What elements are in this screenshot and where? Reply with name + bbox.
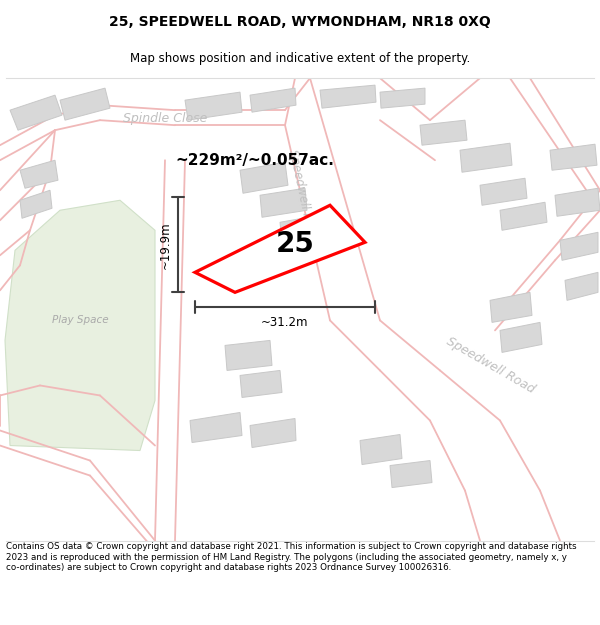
Polygon shape [5, 200, 155, 451]
Polygon shape [240, 162, 288, 193]
Polygon shape [560, 232, 598, 261]
Text: Spindle Close: Spindle Close [123, 112, 207, 124]
Polygon shape [565, 272, 598, 301]
Polygon shape [360, 434, 402, 464]
Polygon shape [60, 88, 110, 120]
Polygon shape [490, 292, 532, 322]
Polygon shape [195, 205, 365, 292]
Polygon shape [185, 92, 242, 120]
Polygon shape [500, 322, 542, 352]
Polygon shape [250, 419, 296, 447]
Polygon shape [20, 160, 58, 188]
Polygon shape [460, 143, 512, 172]
Polygon shape [250, 88, 296, 112]
Text: 25, SPEEDWELL ROAD, WYMONDHAM, NR18 0XQ: 25, SPEEDWELL ROAD, WYMONDHAM, NR18 0XQ [109, 15, 491, 29]
Polygon shape [260, 188, 307, 218]
Text: Speedwell Road: Speedwell Road [443, 335, 536, 396]
Text: Map shows position and indicative extent of the property.: Map shows position and indicative extent… [130, 52, 470, 65]
Polygon shape [480, 178, 527, 205]
Text: Play Space: Play Space [52, 316, 109, 326]
Polygon shape [225, 341, 272, 371]
Text: ~19.9m: ~19.9m [158, 221, 172, 269]
Text: Speedwell Road: Speedwell Road [286, 148, 318, 242]
Polygon shape [380, 88, 425, 108]
Polygon shape [550, 144, 597, 170]
Polygon shape [190, 412, 242, 442]
Text: Contains OS data © Crown copyright and database right 2021. This information is : Contains OS data © Crown copyright and d… [6, 542, 577, 572]
Polygon shape [390, 461, 432, 488]
Polygon shape [555, 188, 600, 216]
Polygon shape [20, 190, 52, 218]
Polygon shape [240, 371, 282, 398]
Polygon shape [500, 202, 547, 230]
Text: 25: 25 [275, 230, 314, 258]
Text: ~31.2m: ~31.2m [261, 316, 309, 329]
Polygon shape [320, 85, 376, 108]
Polygon shape [280, 214, 327, 243]
Polygon shape [420, 120, 467, 145]
Polygon shape [10, 95, 62, 130]
Text: ~229m²/~0.057ac.: ~229m²/~0.057ac. [176, 152, 334, 168]
